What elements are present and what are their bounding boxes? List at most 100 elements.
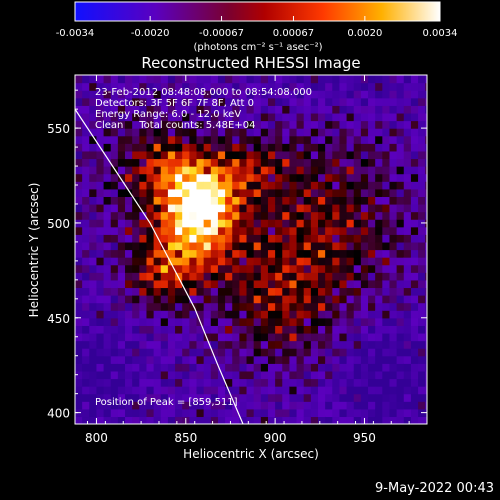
- heatmap-cell: [318, 302, 326, 311]
- heatmap-cell: [125, 249, 133, 258]
- heatmap-cell: [360, 226, 369, 235]
- heatmap-cell: [353, 378, 362, 387]
- heatmap-cell: [246, 378, 255, 387]
- heatmap-cell: [267, 340, 276, 349]
- heatmap-cell: [132, 325, 140, 334]
- heatmap-cell: [353, 332, 362, 342]
- heatmap-cell: [210, 150, 219, 160]
- heatmap-cell: [139, 173, 148, 182]
- heatmap-cell: [167, 310, 176, 319]
- heatmap-cell: [125, 416, 133, 424]
- heatmap-cell: [325, 317, 333, 326]
- heatmap-cell: [332, 348, 341, 357]
- heatmap-cell: [418, 135, 426, 144]
- heatmap-cell: [318, 249, 326, 258]
- heatmap-cell: [132, 226, 140, 235]
- heatmap-cell: [117, 249, 126, 258]
- heatmap-cell: [96, 310, 105, 319]
- heatmap-cell: [303, 181, 312, 190]
- heatmap-cell: [103, 279, 112, 289]
- heatmap-cell: [132, 181, 140, 190]
- heatmap-cell: [232, 302, 240, 311]
- heatmap-cell: [303, 105, 312, 114]
- heatmap-cell: [310, 82, 319, 91]
- heatmap-cell: [96, 363, 105, 372]
- heatmap-cell: [289, 211, 298, 220]
- heatmap-cell: [360, 310, 369, 319]
- heatmap-cell: [182, 135, 190, 144]
- heatmap-cell: [196, 150, 205, 160]
- heatmap-cell: [403, 257, 412, 266]
- heatmap-cell: [425, 370, 427, 380]
- heatmap-cell: [303, 150, 312, 160]
- heatmap-cell: [146, 188, 155, 197]
- heatmap-cell: [210, 97, 219, 106]
- heatmap-cell: [153, 348, 162, 357]
- heatmap-cell: [296, 287, 305, 296]
- heatmap-cell: [189, 378, 198, 387]
- heatmap-cell: [303, 378, 312, 387]
- heatmap-cell: [153, 120, 162, 129]
- heatmap-cell: [75, 257, 83, 266]
- heatmap-cell: [167, 279, 176, 289]
- heatmap-cell: [389, 135, 398, 144]
- heatmap-cell: [303, 135, 312, 144]
- heatmap-cell: [310, 408, 319, 418]
- heatmap-cell: [332, 211, 341, 220]
- heatmap-cell: [239, 295, 248, 304]
- heatmap-cell: [267, 135, 276, 144]
- heatmap-cell: [318, 211, 326, 220]
- heatmap-cell: [132, 287, 140, 296]
- heatmap-cell: [117, 355, 126, 364]
- heatmap-cell: [175, 188, 183, 197]
- heatmap-cell: [132, 173, 140, 182]
- heatmap-cell: [146, 181, 155, 190]
- heatmap-cell: [346, 401, 355, 410]
- heatmap-cell: [267, 370, 276, 380]
- heatmap-cell: [318, 135, 326, 144]
- heatmap-cell: [303, 75, 312, 84]
- heatmap-cell: [325, 90, 333, 99]
- heatmap-cell: [368, 363, 376, 372]
- heatmap-cell: [267, 196, 276, 205]
- heatmap-cell: [325, 173, 333, 182]
- heatmap-cell: [375, 90, 383, 99]
- heatmap-cell: [260, 295, 269, 304]
- heatmap-cell: [260, 97, 269, 106]
- heatmap-cell: [117, 211, 126, 220]
- heatmap-cell: [96, 196, 105, 205]
- heatmap-cell: [289, 264, 298, 273]
- heatmap-cell: [296, 203, 305, 213]
- heatmap-cell: [153, 211, 162, 220]
- heatmap-cell: [132, 317, 140, 326]
- heatmap-cell: [225, 325, 233, 334]
- heatmap-cell: [210, 363, 219, 372]
- heatmap-cell: [82, 90, 90, 99]
- heatmap-cell: [339, 90, 348, 99]
- heatmap-cell: [160, 340, 169, 349]
- heatmap-cell: [232, 241, 240, 251]
- heatmap-cell: [139, 143, 148, 152]
- heatmap-cell: [196, 135, 205, 144]
- heatmap-cell: [289, 82, 298, 91]
- heatmap-cell: [275, 188, 283, 197]
- heatmap-cell: [339, 295, 348, 304]
- heatmap-cell: [103, 401, 112, 410]
- heatmap-cell: [418, 128, 426, 137]
- heatmap-cell: [267, 363, 276, 372]
- heatmap-cell: [175, 386, 183, 395]
- heatmap-cell: [82, 181, 90, 190]
- heatmap-cell: [289, 408, 298, 418]
- heatmap-cell: [282, 325, 291, 334]
- heatmap-cell: [203, 75, 212, 84]
- heatmap-cell: [110, 241, 119, 251]
- heatmap-cell: [253, 105, 262, 114]
- heatmap-cell: [360, 257, 369, 266]
- heatmap-cell: [260, 363, 269, 372]
- heatmap-cell: [325, 241, 333, 251]
- heatmap-cell: [296, 340, 305, 349]
- heatmap-cell: [360, 287, 369, 296]
- heatmap-cell: [382, 416, 391, 424]
- colorbar: [74, 1, 441, 22]
- heatmap-cell: [375, 401, 383, 410]
